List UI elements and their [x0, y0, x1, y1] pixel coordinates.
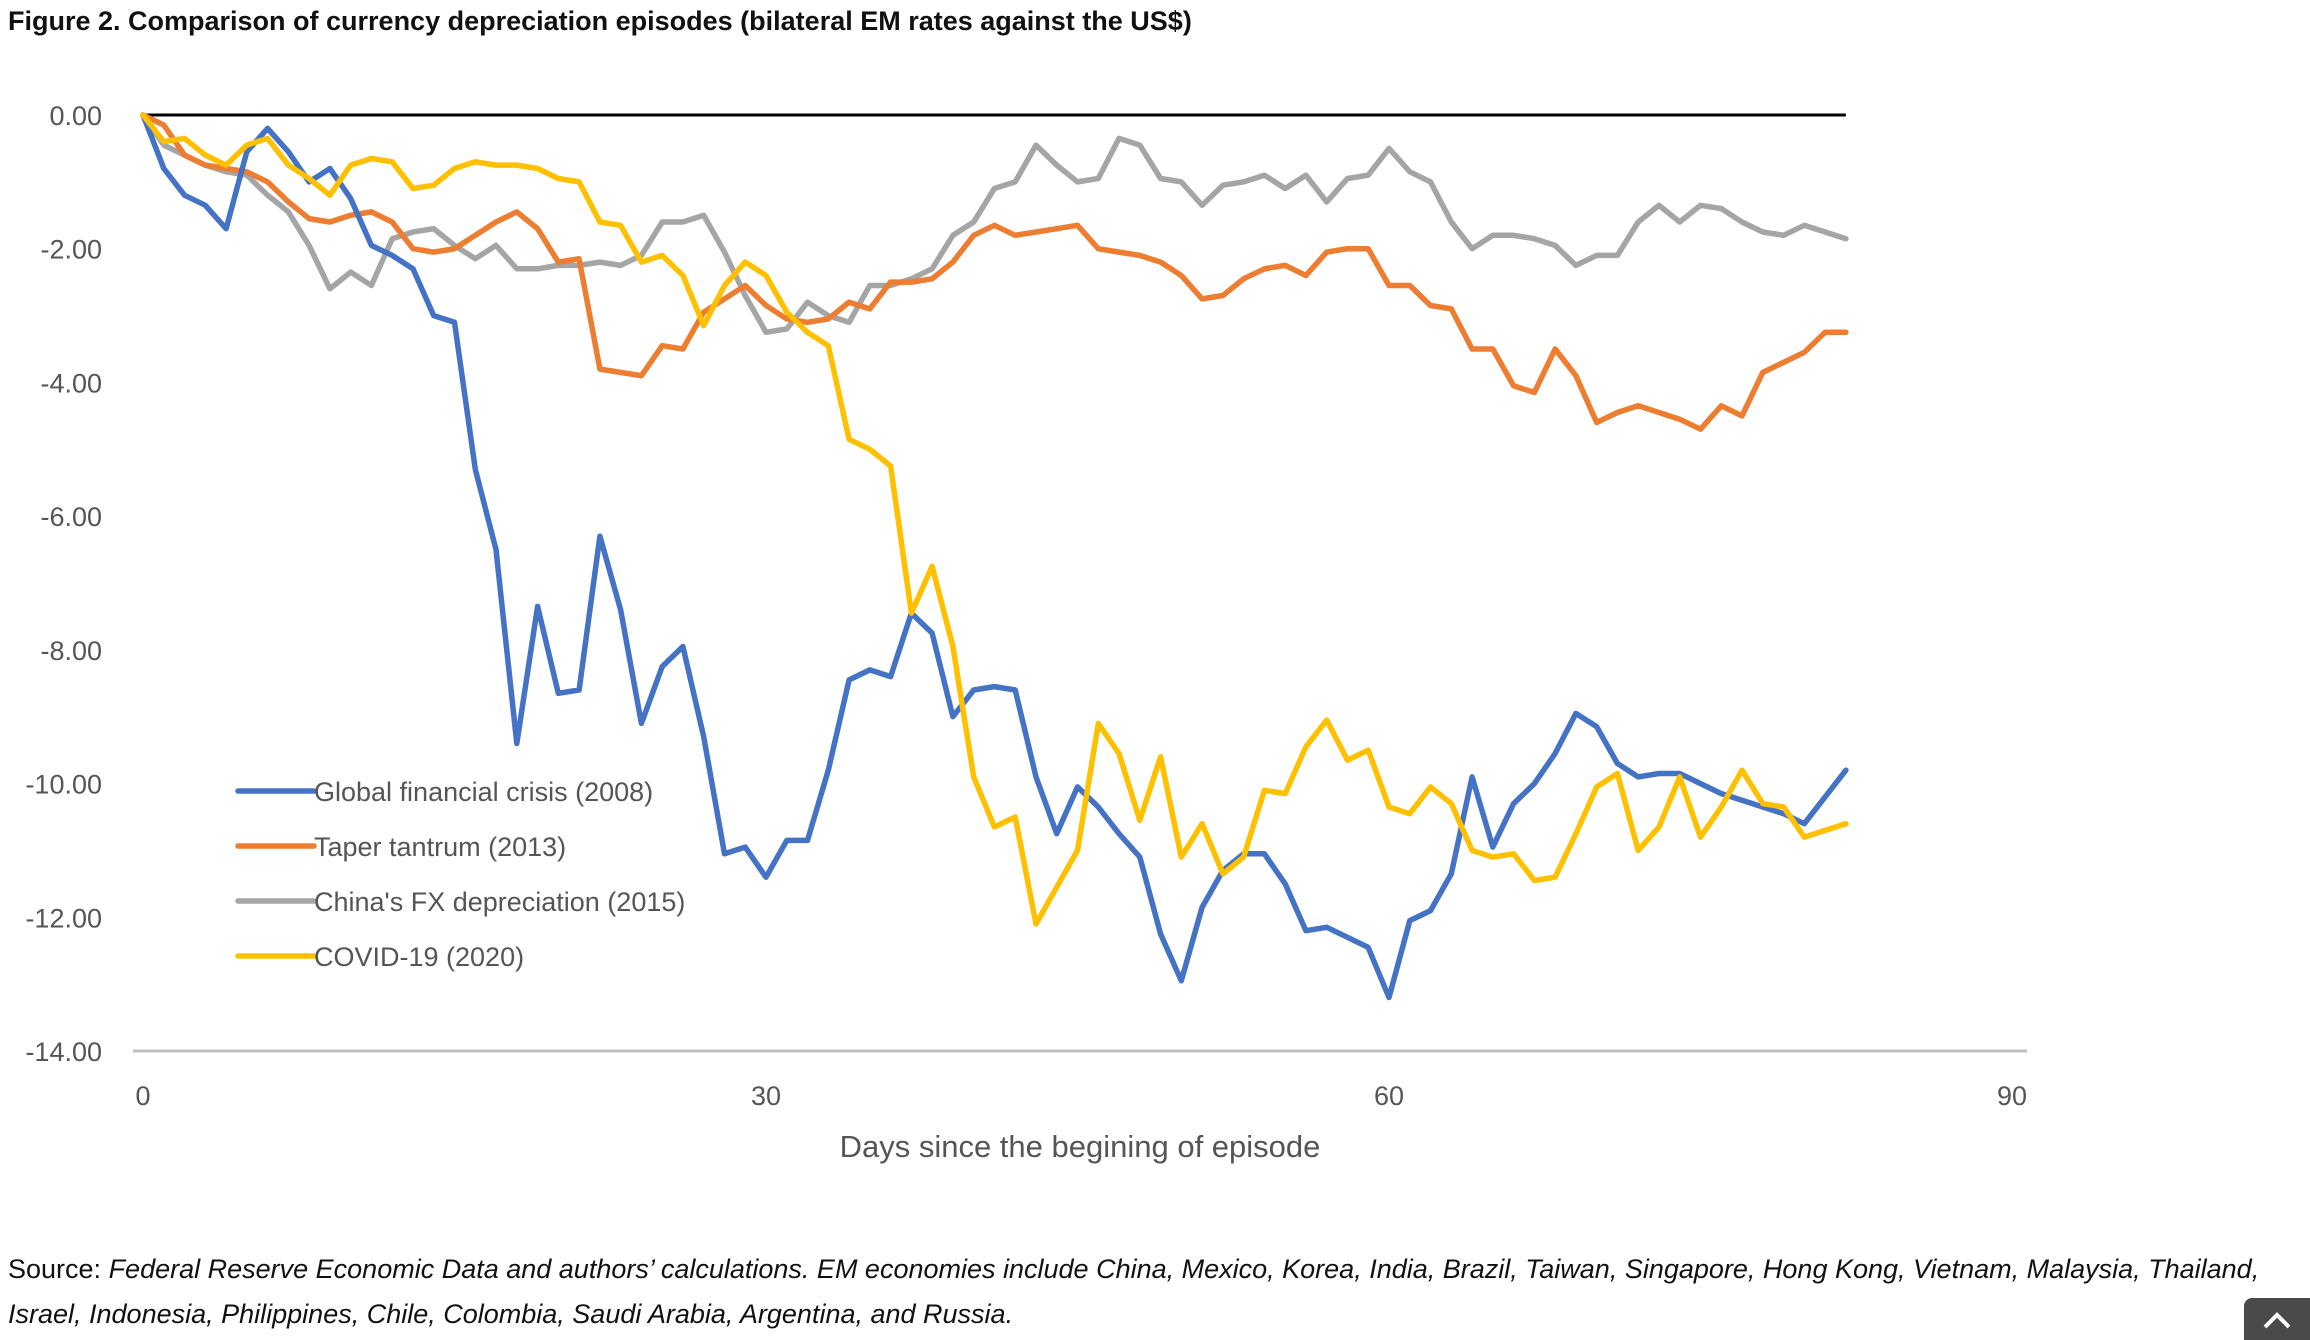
- source-note: Source: Federal Reserve Economic Data an…: [8, 1247, 2303, 1337]
- y-tick-label: -4.00: [40, 368, 102, 398]
- legend-label: Global financial crisis (2008): [314, 777, 653, 807]
- source-text: Federal Reserve Economic Data and author…: [8, 1254, 2260, 1329]
- y-tick-label: -8.00: [40, 636, 102, 666]
- line-chart: 0.00 -2.00 -4.00 -6.00 -8.00 -10.00 -12.00 -14.…: [25, 101, 2027, 1164]
- x-axis-tick-labels: 0 30 60 90: [135, 1081, 2027, 1111]
- source-label: Source:: [8, 1254, 109, 1284]
- legend-label: COVID-19 (2020): [314, 942, 524, 972]
- chevron-up-icon: [2263, 1312, 2291, 1329]
- y-tick-label: -10.00: [25, 770, 102, 800]
- y-axis-tick-labels: 0.00 -2.00 -4.00 -6.00 -8.00 -10.00 -12.00 -14.…: [25, 101, 102, 1067]
- figure-title: Figure 2. Comparison of currency depreci…: [8, 6, 1192, 36]
- legend-label: Taper tantrum (2013): [314, 832, 566, 862]
- x-tick-label: 60: [1374, 1081, 1404, 1111]
- legend-label: China's FX depreciation (2015): [314, 887, 685, 917]
- x-tick-label: 30: [751, 1081, 781, 1111]
- series-line-3: [140, 112, 1849, 927]
- scroll-to-top-button[interactable]: [2244, 1298, 2310, 1340]
- x-tick-label: 0: [135, 1081, 150, 1111]
- y-tick-label: 0.00: [49, 101, 102, 131]
- x-axis-label: Days since the begining of episode: [840, 1129, 1321, 1164]
- legend: Global financial crisis (2008) Taper tant…: [235, 777, 685, 972]
- series-line-2: [140, 112, 1849, 336]
- series-lines: [140, 112, 1849, 1001]
- y-tick-label: -6.00: [40, 502, 102, 532]
- y-tick-label: -14.00: [25, 1037, 102, 1067]
- y-tick-label: -12.00: [25, 903, 102, 933]
- y-tick-label: -2.00: [40, 235, 102, 265]
- series-line-0: [140, 112, 1849, 1001]
- series-line-1: [140, 112, 1849, 432]
- x-tick-label: 90: [1997, 1081, 2027, 1111]
